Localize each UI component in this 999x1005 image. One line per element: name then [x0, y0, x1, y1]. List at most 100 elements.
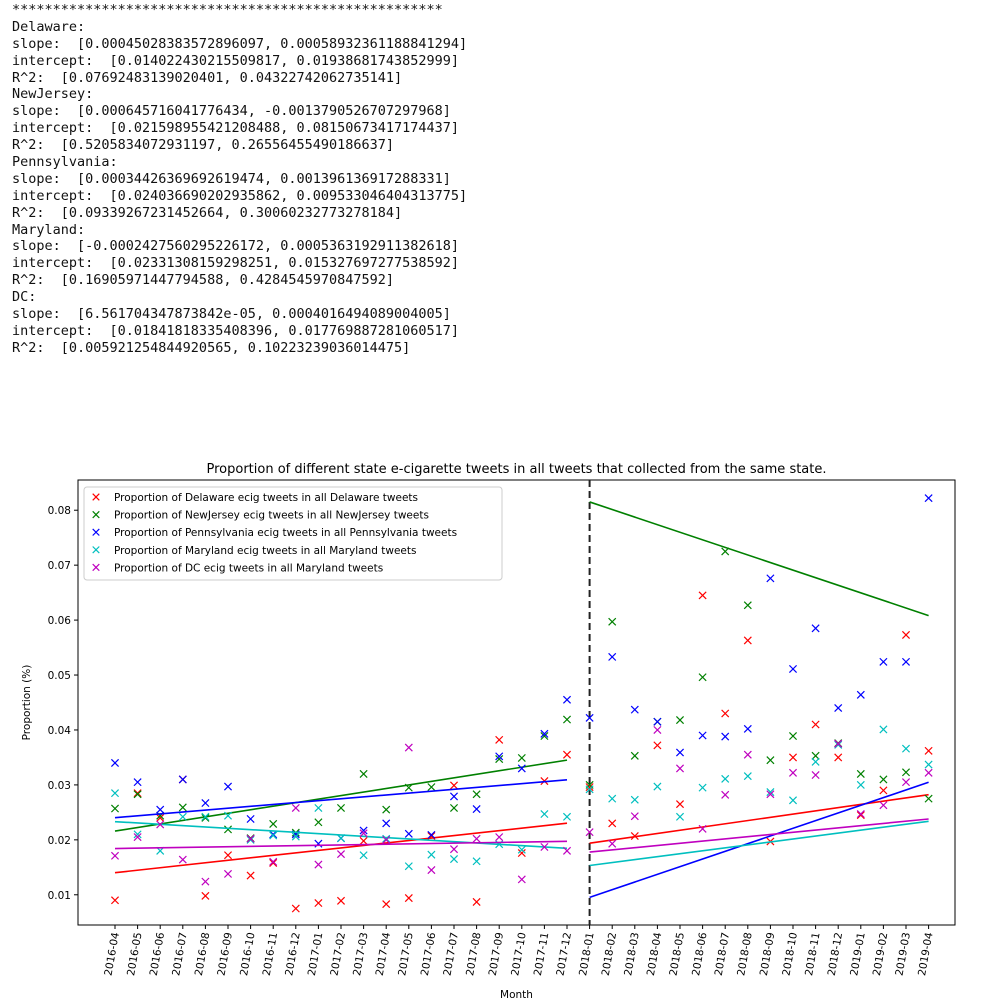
- console-line: DC:: [12, 289, 37, 306]
- point-stroke: [585, 783, 594, 792]
- x-axis-label: Month: [500, 989, 533, 1001]
- point-stroke: [110, 758, 120, 767]
- point-stroke: [201, 813, 210, 822]
- data-point: [540, 731, 549, 741]
- point-stroke: [223, 825, 233, 834]
- data-point: [314, 860, 323, 869]
- point-stroke: [879, 657, 888, 666]
- point-stroke: [630, 831, 639, 841]
- point-stroke: [359, 836, 368, 845]
- point-stroke: [156, 846, 165, 855]
- legend-label: Proportion of DC ecig tweets in all Mary…: [114, 562, 383, 574]
- data-point: [698, 591, 707, 600]
- point-stroke: [291, 803, 300, 813]
- data-point: [562, 846, 572, 855]
- point-stroke: [472, 790, 481, 799]
- data-point: [924, 494, 933, 503]
- console-line: Maryland:: [12, 221, 86, 238]
- point-stroke: [743, 750, 752, 759]
- point-stroke: [540, 810, 549, 819]
- point-stroke: [834, 753, 843, 762]
- data-point: [653, 782, 662, 791]
- data-point: [698, 673, 707, 682]
- data-point: [675, 812, 685, 821]
- point-stroke: [246, 834, 255, 843]
- point-stroke: [449, 845, 459, 854]
- data-point: [133, 778, 142, 787]
- point-stroke: [449, 855, 459, 864]
- point-stroke: [246, 871, 255, 880]
- point-stroke: [856, 769, 865, 778]
- point-stroke: [698, 783, 707, 792]
- point-stroke: [404, 783, 413, 792]
- x-tick-label: 2019-04: [916, 931, 935, 977]
- data-point: [653, 741, 662, 750]
- y-tick-label: 0.06: [48, 615, 72, 627]
- data-point: [133, 789, 142, 798]
- point-stroke: [924, 768, 933, 777]
- point-stroke: [675, 716, 685, 725]
- fit-line: [114, 840, 568, 850]
- data-point: [223, 825, 233, 834]
- point-stroke: [178, 775, 187, 784]
- point-stroke: [178, 775, 187, 784]
- y-tick-label: 0.02: [48, 835, 71, 847]
- point-stroke: [223, 869, 233, 878]
- point-stroke: [133, 833, 142, 842]
- point-stroke: [359, 826, 368, 835]
- point-stroke: [291, 832, 300, 841]
- point-stroke: [901, 744, 911, 753]
- point-stroke: [901, 630, 911, 639]
- data-point: [766, 574, 775, 583]
- data-point: [359, 826, 368, 835]
- x-tick-label: 2016-10: [238, 931, 257, 976]
- legend-marker: [92, 528, 100, 536]
- x-tick-label: 2018-12: [826, 931, 845, 976]
- point-stroke: [246, 834, 255, 843]
- point-stroke: [291, 904, 300, 913]
- point-stroke: [201, 877, 210, 886]
- point-stroke: [449, 845, 459, 854]
- data-point: [698, 783, 707, 792]
- data-point: [472, 834, 481, 843]
- point-stroke: [404, 743, 413, 752]
- point-stroke: [585, 783, 594, 792]
- data-point: [834, 739, 843, 748]
- data-point: [269, 858, 278, 867]
- point-stroke: [924, 746, 933, 755]
- point-stroke: [382, 834, 391, 843]
- x-tick-label: 2016-12: [283, 931, 302, 976]
- data-point: [653, 717, 662, 726]
- x-tick-label: 2017-12: [555, 931, 574, 976]
- point-stroke: [721, 709, 730, 718]
- data-point: [223, 782, 233, 791]
- point-stroke: [291, 904, 300, 913]
- point-stroke: [291, 828, 300, 837]
- data-point: [766, 756, 775, 765]
- fit-line: [589, 793, 929, 845]
- data-point: [246, 835, 255, 844]
- point-stroke: [201, 877, 210, 886]
- data-point: [540, 810, 549, 819]
- data-point: [517, 875, 526, 884]
- point-stroke: [314, 839, 323, 848]
- point-stroke: [856, 810, 865, 819]
- point-stroke: [133, 833, 142, 842]
- legend-marker: [92, 546, 100, 554]
- data-point: [178, 775, 187, 784]
- data-point: [585, 785, 594, 794]
- data-point: [133, 833, 142, 842]
- point-stroke: [698, 673, 707, 682]
- point-stroke: [562, 715, 572, 724]
- point-stroke: [223, 851, 233, 860]
- data-point: [630, 812, 639, 821]
- data-point: [585, 828, 594, 837]
- point-stroke: [404, 829, 413, 838]
- data-point: [336, 834, 346, 843]
- point-stroke: [336, 834, 346, 843]
- legend-marker: [92, 563, 100, 572]
- point-stroke: [562, 695, 572, 704]
- fit-line: [589, 781, 929, 899]
- point-stroke: [743, 750, 752, 759]
- data-point: [178, 812, 187, 821]
